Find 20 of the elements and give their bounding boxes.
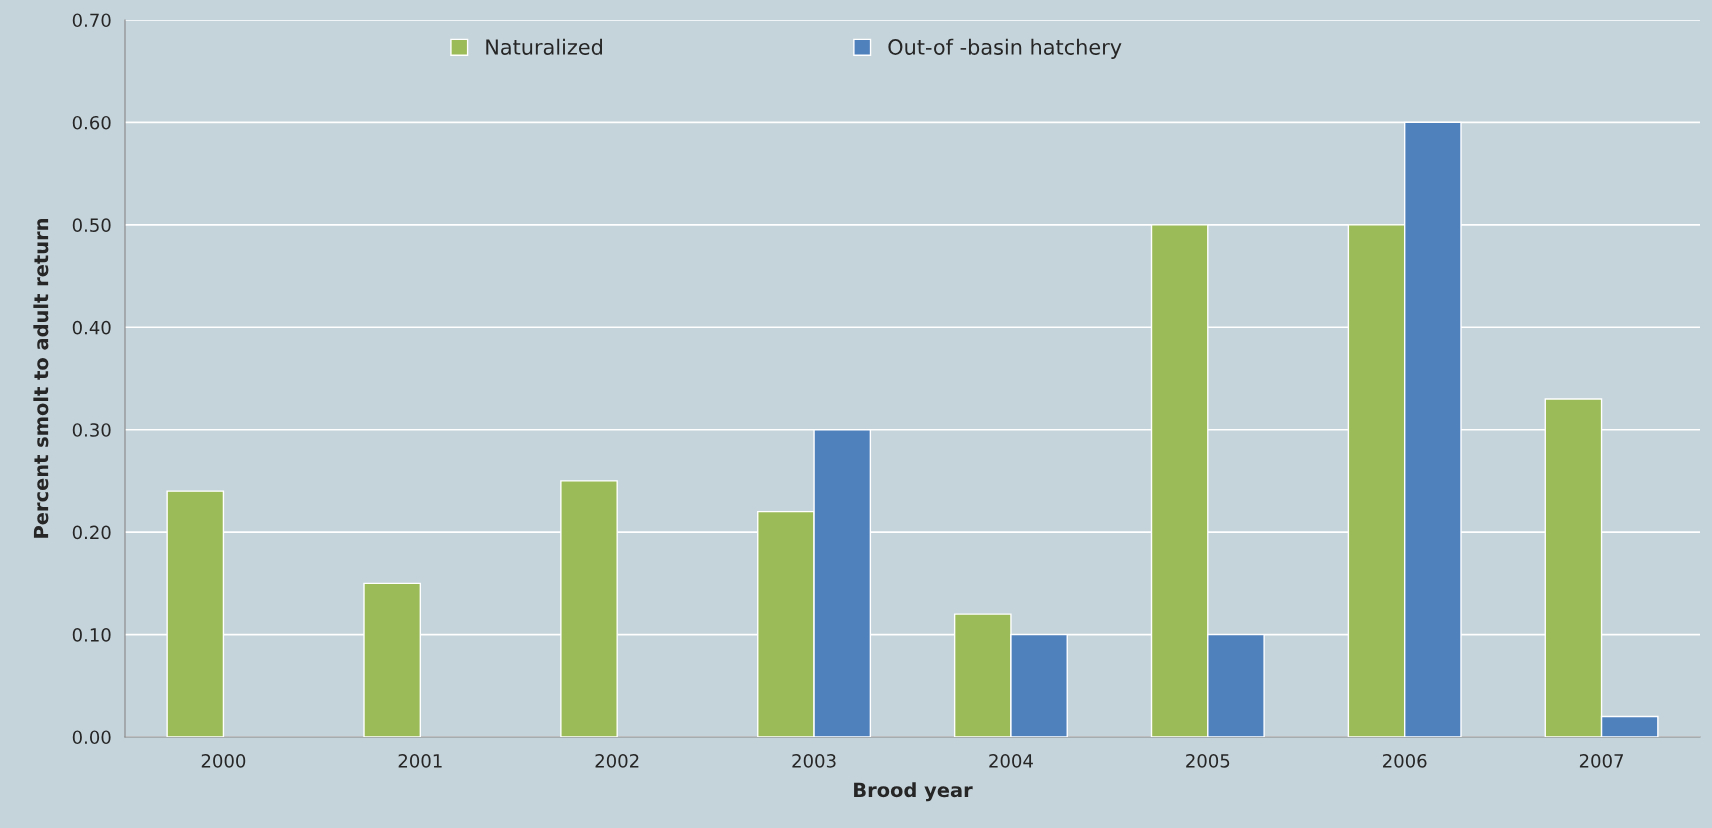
legend-label: Out-of -basin hatchery — [888, 38, 1122, 59]
x-tick-label: 2005 — [1186, 753, 1230, 768]
legend-label: Naturalized — [486, 38, 602, 55]
x-tick-label: 2002 — [595, 753, 639, 768]
x-tick-label: 2006 — [1383, 753, 1427, 768]
x-tick-label: 2007 — [1579, 753, 1623, 768]
y-tick-label: 0.50 — [72, 218, 111, 232]
x-tick-label: 2003 — [792, 753, 836, 768]
y-tick-label: 0.70 — [72, 13, 111, 28]
y-tick-label: 0.60 — [72, 115, 111, 130]
y-tick-label: 0.10 — [72, 628, 111, 642]
y-tick-label: 0.00 — [72, 730, 111, 745]
x-tick-label: 2001 — [398, 753, 442, 768]
y-tick-label: 0.20 — [72, 525, 111, 540]
y-axis-title: Percent smolt to adult return — [33, 219, 49, 538]
x-tick-label: 2000 — [201, 753, 246, 768]
y-tick-label: 0.40 — [72, 320, 111, 335]
x-axis-title: Brood year — [854, 782, 973, 802]
y-tick-label: 0.30 — [72, 423, 111, 437]
x-tick-label: 2004 — [989, 753, 1033, 768]
